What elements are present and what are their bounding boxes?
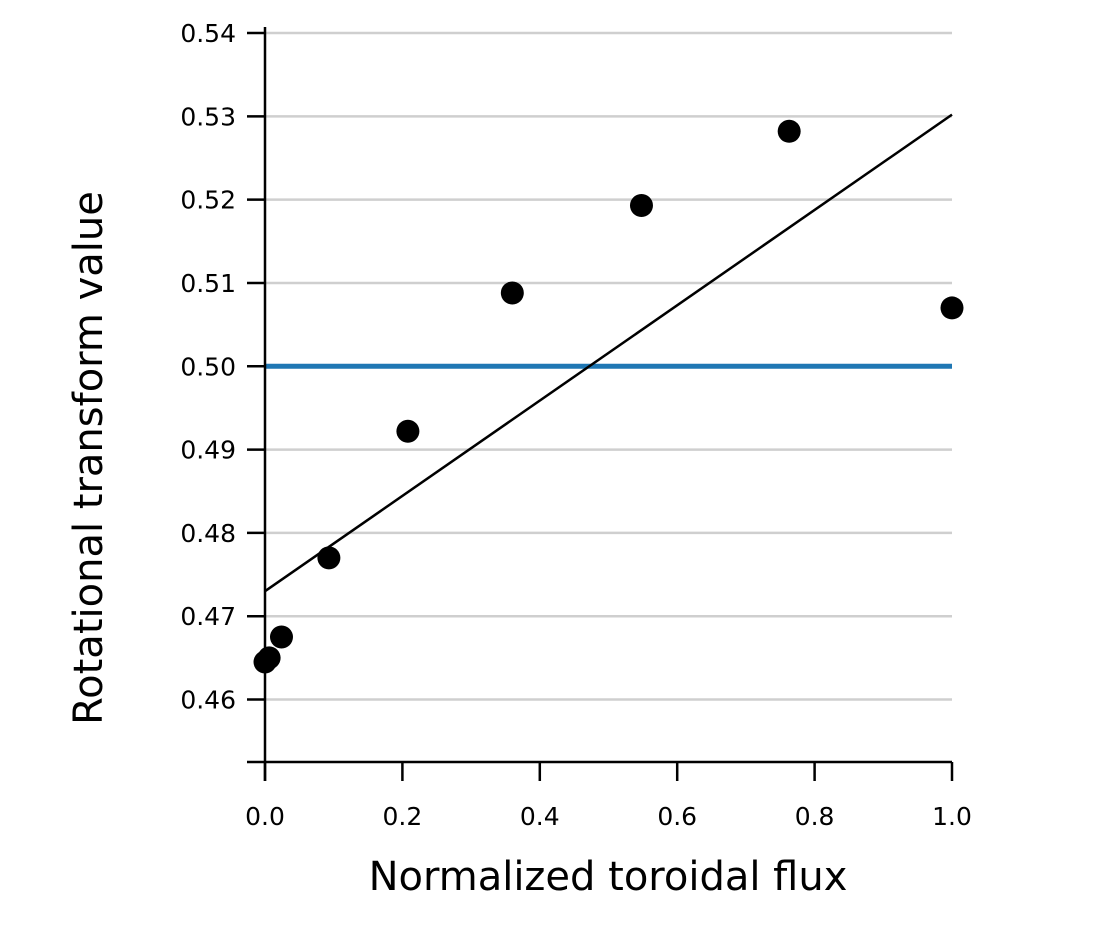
data-point — [396, 419, 420, 443]
fit-line-layer — [264, 113, 953, 593]
data-point — [940, 296, 964, 320]
x-tick-label: 0.8 — [795, 802, 835, 831]
x-tick-label: 0.2 — [383, 802, 423, 831]
data-points — [253, 119, 964, 674]
y-tick-label: 0.49 — [180, 436, 236, 465]
data-point — [777, 119, 801, 143]
y-tick-label: 0.54 — [180, 19, 236, 48]
data-point — [257, 646, 281, 670]
x-axis-title: Normalized toroidal flux — [369, 854, 848, 900]
x-tick-label: 0.0 — [245, 802, 285, 831]
y-tick-label: 0.46 — [180, 686, 236, 715]
y-tick-label: 0.47 — [180, 602, 236, 631]
y-axis-title: Rotational transform value — [66, 191, 112, 725]
y-tick-label: 0.50 — [180, 352, 236, 381]
data-point — [269, 625, 293, 649]
data-point — [317, 546, 341, 570]
y-tick-label: 0.51 — [180, 269, 236, 298]
tick-labels: 0.46 0.47 0.48 0.49 0.50 0.51 0.52 0.53 0.54 0.0 0… — [180, 19, 972, 831]
fit-line — [264, 113, 953, 593]
x-tick-label: 1.0 — [932, 802, 972, 831]
y-tick-label: 0.53 — [180, 102, 236, 131]
axes — [247, 27, 954, 781]
y-tick-label: 0.52 — [180, 186, 236, 215]
data-point — [500, 281, 524, 305]
data-point — [629, 193, 653, 217]
x-tick-label: 0.6 — [657, 802, 697, 831]
x-tick-label: 0.4 — [520, 802, 560, 831]
y-tick-label: 0.48 — [180, 519, 236, 548]
